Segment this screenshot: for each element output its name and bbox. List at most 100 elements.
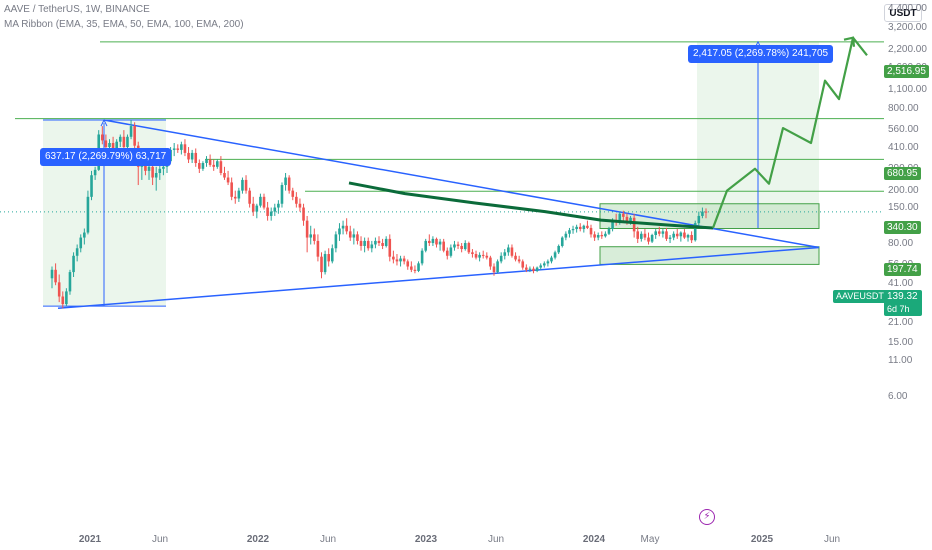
measure-arrowhead-left [100, 118, 108, 127]
candle-body [330, 248, 334, 262]
candle-body [172, 148, 176, 150]
candle-body [632, 217, 636, 232]
candle-body [356, 234, 359, 241]
candle-body [205, 159, 208, 164]
y-tick-label: 15.00 [888, 336, 914, 348]
candle-body [233, 196, 237, 199]
candle-body [115, 141, 118, 150]
candle-body [388, 238, 392, 257]
candle-body [104, 140, 108, 148]
candle-body [586, 225, 589, 228]
candle-body [305, 220, 309, 238]
triangle-lower-line [57, 246, 820, 310]
candle-body [287, 177, 291, 191]
candle-body [251, 203, 255, 212]
candle-body [589, 227, 593, 235]
candle-body [578, 226, 582, 230]
candle-body [525, 267, 528, 270]
candle-body [323, 254, 327, 273]
candle-body [392, 256, 395, 260]
candle-body [291, 190, 295, 197]
x-tick-label: 2025 [750, 534, 774, 545]
candle-body [266, 207, 269, 216]
current-price-label: 139.32 6d 7h [884, 290, 922, 316]
candle-body [424, 240, 428, 251]
indicator-label[interactable]: MA Ribbon (EMA, 35, EMA, 50, EMA, 100, E… [4, 19, 244, 30]
candle-body [309, 234, 313, 238]
candle-body [316, 240, 320, 257]
level-label-340: 340.30 [884, 221, 921, 234]
lightning-icon[interactable]: ⚡ [699, 509, 715, 525]
candle-body [629, 217, 632, 222]
measure-callout-right: 2,417.05 (2,269.78%) 241,705 [688, 45, 834, 63]
candle-body [262, 196, 266, 208]
candle-body [693, 223, 697, 241]
candle-body [550, 257, 553, 262]
candle-body [600, 235, 604, 237]
candle-body [679, 232, 683, 237]
candle-body [348, 231, 352, 238]
candle-body [560, 237, 564, 246]
candle-body [226, 177, 230, 183]
candle-body [564, 233, 568, 238]
candle-body [334, 234, 338, 249]
candle-body [255, 205, 259, 212]
candle-body [399, 258, 402, 262]
candle-body [363, 240, 366, 246]
candle-body [575, 226, 578, 230]
candle-body [190, 152, 194, 160]
candle-body [582, 225, 586, 230]
candle-body [215, 161, 219, 167]
candle-body [435, 238, 438, 245]
x-tick-label: Jun [823, 534, 841, 545]
candle-body [126, 136, 129, 148]
level-label-197: 197.74 [884, 263, 921, 276]
current-price: 139.32 [887, 291, 918, 302]
candle-body [183, 144, 187, 153]
x-tick-label: 2024 [582, 534, 606, 545]
candle-body [194, 152, 198, 164]
candle-body [345, 225, 348, 232]
x-tick-label: Jun [151, 534, 169, 545]
candle-body [223, 173, 226, 178]
candle-body [208, 159, 212, 165]
candle-body [201, 163, 205, 169]
candle-body [417, 263, 420, 271]
candle-body [640, 233, 643, 239]
y-tick-label: 21.00 [888, 317, 914, 329]
candle-body [668, 237, 672, 239]
y-tick-label: 80.00 [888, 238, 914, 250]
candle-body [241, 179, 244, 191]
candle-body [438, 241, 442, 245]
level-label-2516: 2,516.95 [884, 65, 929, 78]
candle-body [596, 235, 600, 238]
countdown: 6d 7h [887, 304, 910, 314]
candle-body [158, 168, 162, 174]
candle-body [75, 248, 79, 256]
candle-body [244, 179, 248, 191]
candle-body [370, 244, 374, 249]
candle-body [187, 152, 190, 160]
candle-body [144, 161, 147, 171]
candle-body [90, 175, 93, 197]
candle-body [108, 142, 111, 148]
currency-button[interactable]: USDT [884, 4, 922, 22]
candle-body [359, 240, 363, 246]
projection-path [711, 36, 868, 229]
candle-body [366, 240, 370, 249]
candle-body [86, 196, 90, 233]
candle-body [528, 268, 532, 270]
candle-body [675, 233, 679, 237]
candle-body [50, 269, 54, 279]
x-tick-label: 2021 [78, 534, 102, 545]
candle-body [701, 211, 704, 216]
candle-body [557, 245, 560, 253]
candle-body [485, 255, 489, 258]
candle-body [327, 254, 330, 262]
candle-body [625, 216, 629, 222]
y-tick-label: 3,200.00 [888, 21, 927, 33]
symbol-label: AAVEUSDT [833, 290, 887, 303]
y-tick-label: 410.00 [888, 142, 919, 154]
candle-body [499, 255, 503, 262]
